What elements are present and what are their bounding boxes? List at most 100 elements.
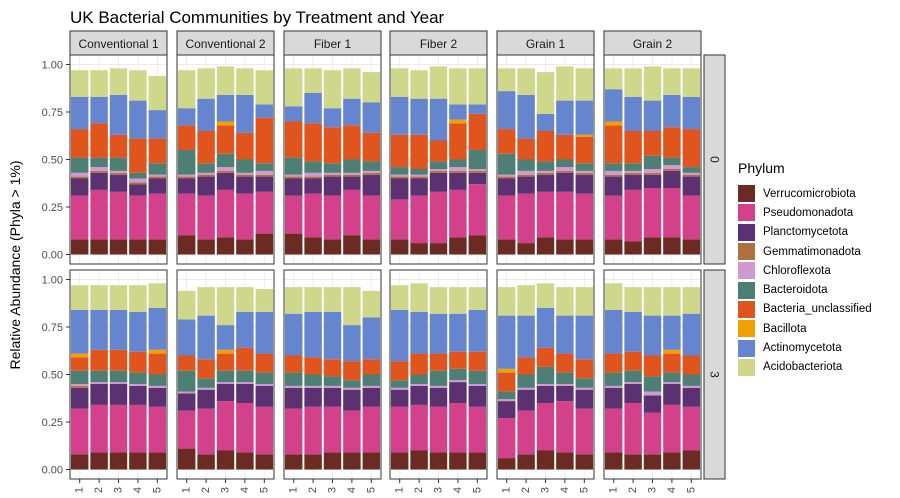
bar-segment-acidobacteriota — [109, 68, 128, 95]
bar-segment-planctomycetota — [323, 176, 342, 196]
bar-segment-bacteroidota — [148, 163, 167, 175]
bar-segment-bacteroidota — [556, 159, 574, 168]
bar-segment-bacteroidota — [236, 159, 254, 173]
bar-segment-gemmatimonadota — [556, 170, 574, 173]
bar-segment-bacteria_unclassified — [236, 347, 254, 371]
bar-segment-verrucomicrobiota — [70, 239, 89, 255]
bar-segment-actinomycetota — [129, 100, 147, 139]
bar-segment-verrucomicrobiota — [663, 452, 681, 470]
bar-segment-acidobacteriota — [236, 68, 254, 95]
x-tick-label: 1 — [74, 487, 86, 493]
bar-segment-pseudomonadota — [70, 195, 89, 240]
facet-panel — [176, 54, 275, 265]
bar-segment-planctomycetota — [148, 178, 167, 194]
bar-segment-chloroflexota — [323, 385, 342, 388]
bar-segment-bacteroidota — [604, 163, 623, 171]
x-tick-label: 5 — [365, 487, 377, 493]
bar-segment-chloroflexota — [255, 384, 274, 386]
bar-segment-pseudomonadota — [575, 193, 594, 240]
bar-segment-acidobacteriota — [304, 68, 322, 93]
bar-segment-acidobacteriota — [148, 283, 167, 308]
bar-segment-planctomycetota — [343, 389, 361, 411]
bar-segment-bacteroidota — [575, 163, 594, 171]
bar-segment-planctomycetota — [304, 387, 322, 407]
bar-segment-verrucomicrobiota — [449, 237, 467, 255]
bar-segment-pseudomonadota — [429, 191, 448, 244]
bar-segment-planctomycetota — [604, 176, 623, 196]
bar-segment-chloroflexota — [70, 172, 89, 177]
bar-segment-bacteroidota — [323, 163, 342, 173]
bar-segment-planctomycetota — [624, 174, 642, 190]
bar-segment-acidobacteriota — [643, 287, 662, 316]
bar-segment-gemmatimonadota — [70, 176, 89, 179]
bar-segment-actinomycetota — [682, 313, 701, 356]
bar-segment-verrucomicrobiota — [604, 239, 623, 255]
bar-segment-planctomycetota — [682, 176, 701, 196]
bar-segment-actinomycetota — [177, 319, 196, 356]
bar-segment-pseudomonadota — [556, 401, 574, 453]
bar-segment-bacteroidota — [148, 374, 167, 386]
bar-segment-actinomycetota — [343, 325, 361, 362]
bar-segment-bacteria_unclassified — [682, 355, 701, 375]
bar-segment-bacteria_unclassified — [517, 357, 535, 375]
bar-segment-acidobacteriota — [390, 68, 409, 97]
bar-segment-planctomycetota — [362, 387, 381, 407]
bar-segment-gemmatimonadota — [70, 385, 89, 388]
bar-segment-chloroflexota — [624, 170, 642, 173]
bar-segment-bacteroidota — [177, 150, 196, 175]
bar-segment-verrucomicrobiota — [236, 452, 254, 470]
bar-segment-pseudomonadota — [575, 408, 594, 455]
x-tick-label: 4 — [132, 487, 144, 493]
bar-segment-chloroflexota — [216, 167, 235, 171]
bar-segment-pseudomonadota — [216, 189, 235, 238]
bar-segment-planctomycetota — [129, 184, 147, 196]
bar-segment-chloroflexota — [177, 391, 196, 394]
bar-segment-planctomycetota — [536, 174, 555, 192]
bar-segment-verrucomicrobiota — [109, 239, 128, 255]
bar-segment-gemmatimonadota — [343, 174, 361, 177]
bar-segment-acidobacteriota — [304, 287, 322, 312]
bar-segment-planctomycetota — [497, 401, 516, 419]
bar-segment-planctomycetota — [410, 385, 428, 405]
bar-segment-verrucomicrobiota — [517, 454, 535, 470]
bar-segment-bacteria_unclassified — [429, 140, 448, 162]
bar-segment-acidobacteriota — [536, 283, 555, 308]
bar-segment-bacteroidota — [109, 370, 128, 383]
bar-segment-bacillota — [216, 349, 235, 354]
bar-segment-planctomycetota — [284, 387, 303, 409]
y-tick-label: 0.00 — [42, 465, 63, 477]
legend-swatch — [738, 358, 755, 376]
x-tick-label: 4 — [559, 487, 571, 493]
bar-segment-gemmatimonadota — [323, 174, 342, 177]
bar-segment-gemmatimonadota — [410, 176, 428, 179]
bar-segment-acidobacteriota — [643, 66, 662, 101]
bar-segment-planctomycetota — [624, 384, 642, 403]
legend-item: Acidobacteriota — [738, 358, 872, 377]
bar-segment-bacteroidota — [663, 372, 681, 383]
legend-swatch — [738, 339, 755, 357]
bar-segment-verrucomicrobiota — [343, 235, 361, 255]
panel-border — [496, 54, 595, 265]
bar-segment-chloroflexota — [148, 174, 167, 177]
bar-segment-bacteroidota — [70, 370, 89, 384]
bar-segment-acidobacteriota — [284, 287, 303, 314]
bar-segment-planctomycetota — [575, 174, 594, 194]
bar-segment-verrucomicrobiota — [284, 454, 303, 470]
facet-panel — [283, 54, 382, 265]
x-tick-label: 1 — [288, 487, 300, 493]
bar-segment-gemmatimonadota — [604, 174, 623, 177]
bar-segment-verrucomicrobiota — [148, 239, 167, 255]
bar-segment-chloroflexota — [236, 172, 254, 175]
bar-segment-planctomycetota — [556, 385, 574, 402]
bar-segment-acidobacteriota — [129, 70, 147, 101]
panel-border — [69, 54, 168, 265]
bar-segment-planctomycetota — [323, 387, 342, 407]
panel-border — [389, 54, 488, 265]
legend-swatch — [738, 223, 755, 241]
bar-segment-planctomycetota — [556, 172, 574, 192]
bar-segment-acidobacteriota — [682, 68, 701, 97]
bar-segment-gemmatimonadota — [643, 172, 662, 175]
bar-segment-chloroflexota — [129, 384, 147, 386]
bar-segment-planctomycetota — [682, 387, 701, 407]
bar-segment-pseudomonadota — [429, 406, 448, 453]
